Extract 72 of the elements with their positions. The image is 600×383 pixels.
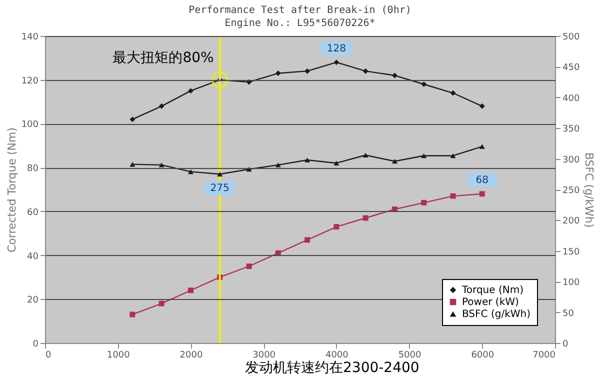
y-tick-label: 140: [21, 32, 39, 42]
point: [130, 116, 136, 122]
chart-subtitle: Engine No.: L95*56070226*: [224, 18, 376, 29]
point: [275, 162, 281, 168]
point: [304, 237, 310, 243]
point: [421, 200, 427, 206]
point: [304, 158, 310, 162]
y-axis-title: Corrected Torque (Nm): [5, 127, 18, 253]
x-tick-label: 2000: [180, 350, 203, 360]
data-label: 68: [476, 174, 489, 186]
point: [479, 191, 485, 197]
data-label: 275: [210, 183, 230, 194]
y-tick-label: 20: [27, 296, 39, 306]
point: [130, 162, 136, 167]
text: 发动机转速约在2300-2400: [245, 360, 420, 376]
legend-label: BSFC (g/kWh): [462, 309, 531, 320]
y2-tick-label: 400: [562, 94, 580, 104]
y2-tick-label: 150: [562, 247, 580, 258]
y-tick-label: 0: [32, 340, 39, 350]
point: [334, 224, 340, 230]
x-tick-label: 7000: [532, 350, 556, 360]
point: [334, 160, 340, 166]
point: [421, 82, 427, 87]
x-tick-label: 5000: [398, 350, 422, 360]
x-tick-label: 1000: [106, 350, 130, 360]
point: [450, 153, 456, 158]
point: [158, 162, 164, 168]
point: [362, 152, 368, 158]
y-tick-label: 100: [21, 120, 39, 130]
y2-tick-label: 300: [562, 155, 580, 166]
point: [158, 103, 164, 109]
y2-tick-label: 0: [562, 340, 568, 350]
y2-tick-label: 250: [562, 186, 580, 196]
x-tick-label: 4000: [325, 350, 349, 360]
y2-tick-label: 100: [562, 278, 580, 288]
point: [450, 90, 456, 96]
point: [392, 158, 398, 164]
y-tick-label: 60: [27, 208, 39, 218]
y2-tick-label: 500: [562, 32, 580, 42]
point: [304, 68, 310, 74]
point: [392, 72, 398, 78]
y2-tick-label: 50: [562, 308, 574, 319]
y-tick-label: 80: [27, 164, 39, 174]
point: [334, 60, 340, 66]
point: [362, 215, 368, 221]
legend-label: Torque (Nm): [461, 285, 524, 296]
x-tick-label: 0: [46, 350, 52, 360]
y-tick-label: 40: [27, 252, 39, 262]
point: [130, 312, 136, 318]
point: [217, 172, 223, 177]
y2-tick-label: 350: [562, 124, 580, 135]
y2-tick-label: 450: [562, 63, 580, 74]
point: [246, 264, 252, 269]
point: [450, 193, 456, 199]
x-tick-label: 6000: [471, 350, 494, 360]
point: [362, 68, 368, 74]
chart-title: Performance Test after Break-in (0hr): [188, 5, 412, 16]
legend-label: Power (kW): [462, 297, 519, 308]
y2-tick-label: 200: [562, 216, 580, 227]
point: [188, 169, 194, 174]
data-label: 128: [326, 43, 346, 54]
point: [479, 103, 485, 109]
y2-axis-title: BSFC (g/kWh): [582, 152, 596, 228]
point: [275, 70, 281, 76]
point: [158, 300, 164, 306]
point: [188, 88, 194, 94]
point: [188, 288, 194, 294]
point: [421, 153, 427, 158]
x-tick-label: 3000: [252, 350, 276, 360]
point: [479, 144, 485, 149]
y-tick-label: 120: [21, 76, 39, 86]
annotation: 最大扭矩的80%: [112, 50, 214, 66]
